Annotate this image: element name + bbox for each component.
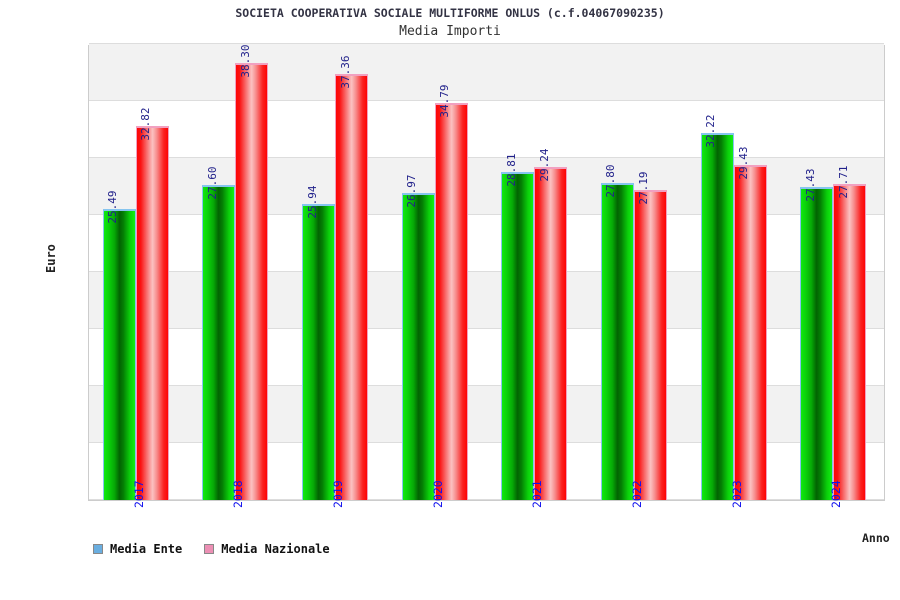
x-axis-title: Anno [862,531,890,545]
bar-value-label: 27.60 [205,166,219,200]
bar-value-label: 32.82 [139,107,153,141]
legend-item[interactable]: Media Ente [93,542,182,556]
plot-area: 25.49 32.82 27.60 38.30 25.94 37.36 26.97 34.79… [88,43,885,501]
chart-title: SOCIETA COOPERATIVA SOCIALE MULTIFORME O… [235,6,665,20]
bar-media-ente: 27.60 [202,167,236,500]
legend-swatch-icon [93,544,103,554]
plot-band [89,44,884,101]
gridline [89,271,884,272]
bar-media-ente: 27.43 [800,169,834,500]
bar-value-label: 27.71 [836,165,850,199]
bar-value-label: 26.97 [405,173,419,208]
legend-swatch-icon [204,544,215,554]
bar-media-ente: 32.22 [700,114,734,500]
bar-value-label: 28.81 [504,153,518,187]
chart-subtitle: Media Importi [399,24,501,39]
bar-value-label: 27.80 [604,164,618,198]
bar-media-nazionale: 29.24 [534,148,568,500]
bar-media-nazionale: 38.30 [235,45,269,500]
gridline [89,157,884,158]
x-axis-tick-label: 2022 [629,480,644,508]
bar-media-nazionale: 29.43 [733,146,767,500]
bar-value-label: 38.30 [238,44,252,78]
x-axis-tick-label: 2017 [131,480,146,508]
gridline [89,385,884,386]
bar-value-label: 34.79 [438,84,452,118]
bar-media-ente: 26.97 [401,174,435,500]
bar-value-label: 29.43 [737,145,751,180]
y-axis-title: Euro [44,244,58,273]
x-axis-tick-label: 2018 [231,480,246,508]
x-axis-tick-label: 2020 [430,480,445,508]
legend-item[interactable]: Media Nazionale [204,542,330,556]
bar-media-nazionale: 32.82 [135,107,169,500]
chart-legend: Media Ente Media Nazionale [93,542,330,556]
x-axis-tick-label: 2023 [729,480,744,508]
bar-media-nazionale: 27.71 [833,166,867,500]
bar-value-label: 27.19 [637,171,651,205]
bar-value-label: 27.43 [803,168,817,202]
x-axis-tick-label: 2019 [331,480,346,508]
bar-media-nazionale: 37.36 [335,56,369,500]
bar-media-nazionale: 27.19 [633,171,667,500]
bar-value-label: 32.22 [704,114,718,148]
bar-value-label: 29.24 [537,148,551,182]
bar-media-ente: 25.49 [102,191,136,500]
bar-value-label: 25.94 [305,185,319,219]
gridline [89,100,884,101]
bar-media-ente: 28.81 [501,153,535,500]
bar-media-ente: 27.80 [600,165,634,500]
x-axis-tick-label: 2021 [530,480,545,508]
bar-value-label: 25.49 [106,190,120,224]
legend-label: Media Ente [110,542,183,556]
gridline [89,499,884,500]
bar-media-nazionale: 34.79 [434,85,468,500]
bar-value-label: 37.36 [338,55,352,89]
bar-media-ente: 25.94 [302,186,336,500]
gridline [89,328,884,329]
gridline [89,43,884,44]
legend-label: Media Nazionale [221,542,330,556]
gridline [89,442,884,443]
gridline [89,214,884,215]
x-axis-tick-label: 2024 [829,480,844,508]
